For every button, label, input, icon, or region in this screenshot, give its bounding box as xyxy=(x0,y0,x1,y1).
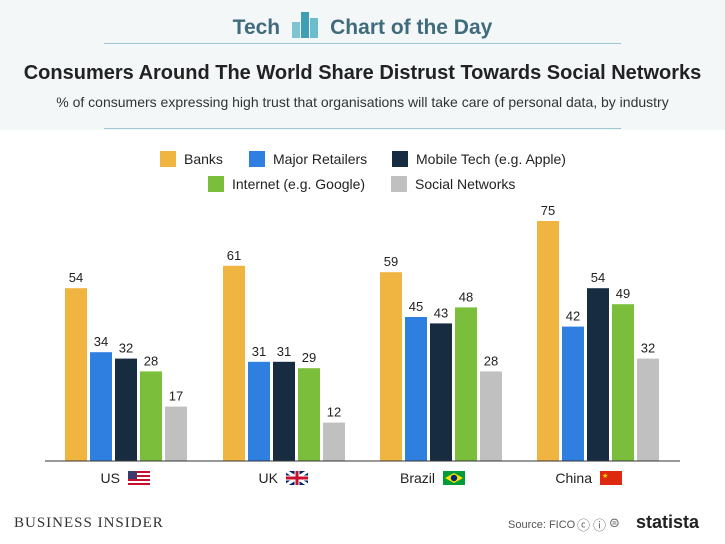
uk-flag-icon xyxy=(285,469,309,487)
category-label: US xyxy=(101,470,120,486)
legend-item-major-retailers: Major Retailers xyxy=(249,151,367,167)
bar-brazil-3 xyxy=(455,307,477,461)
chart-title: Consumers Around The World Share Distrus… xyxy=(23,62,702,84)
bar-brazil-2 xyxy=(430,323,452,461)
data-label: 45 xyxy=(409,299,423,314)
publisher-logo: BUSINESS INSIDER xyxy=(14,515,164,531)
bar-china-0 xyxy=(537,221,559,461)
legend-swatch xyxy=(160,151,176,167)
divider-bottom xyxy=(104,128,621,129)
bar-china-1 xyxy=(562,326,584,461)
category-label: UK xyxy=(259,470,279,486)
legend-label: Social Networks xyxy=(415,176,516,192)
data-label: 31 xyxy=(252,344,266,359)
bar-china-2 xyxy=(587,288,609,461)
bar-us-3 xyxy=(140,371,162,461)
data-label: 61 xyxy=(227,248,241,263)
bar-us-2 xyxy=(115,358,137,461)
category-label: Brazil xyxy=(400,470,435,486)
legend-item-internet: Internet (e.g. Google) xyxy=(208,176,365,192)
data-label: 59 xyxy=(384,254,398,269)
legend-item-mobile-tech: Mobile Tech (e.g. Apple) xyxy=(392,151,566,167)
brand-left: Tech xyxy=(232,16,281,39)
legend-item-social-networks: Social Networks xyxy=(391,176,515,192)
data-label: 48 xyxy=(459,289,473,304)
legend-swatch xyxy=(391,176,407,192)
bar-brazil-0 xyxy=(380,272,402,461)
legend-item-banks: Banks xyxy=(160,151,223,167)
data-label: 34 xyxy=(94,334,108,349)
legend-swatch xyxy=(249,151,265,167)
brand-right: Chart of the Day xyxy=(330,16,493,39)
data-label: 31 xyxy=(277,344,291,359)
bar-china-4 xyxy=(637,358,659,461)
data-label: 75 xyxy=(541,203,555,218)
data-label: 17 xyxy=(169,389,183,404)
bar-uk-2 xyxy=(273,361,295,461)
legend-label: Internet (e.g. Google) xyxy=(232,176,366,192)
by-license-icon: ⓘ xyxy=(593,518,607,533)
data-label: 28 xyxy=(144,353,158,368)
category-label: China xyxy=(555,470,592,486)
legend-swatch xyxy=(392,151,408,167)
data-label: 32 xyxy=(641,341,655,356)
brazil-flag-icon xyxy=(443,471,465,485)
bar-us-1 xyxy=(90,352,112,461)
bar-uk-0 xyxy=(223,265,245,461)
bar-uk-1 xyxy=(248,361,270,461)
cc-license-icon: ⓒ xyxy=(577,518,591,533)
header-band xyxy=(0,0,725,130)
data-label: 49 xyxy=(616,286,630,301)
chart-subtitle: % of consumers expressing high trust tha… xyxy=(56,94,669,110)
data-label: 32 xyxy=(119,341,133,356)
data-label: 29 xyxy=(302,350,316,365)
bar-china-3 xyxy=(612,304,634,461)
svg-text:★: ★ xyxy=(602,472,608,480)
bar-uk-3 xyxy=(298,368,320,461)
bar-us-0 xyxy=(65,288,87,461)
data-label: 43 xyxy=(434,305,448,320)
bar-us-4 xyxy=(165,406,187,461)
data-label: 42 xyxy=(566,309,580,324)
legend-label: Mobile Tech (e.g. Apple) xyxy=(416,151,566,167)
source-note: Source: FICO xyxy=(508,519,576,531)
legend-label: Banks xyxy=(184,151,223,167)
bar-brazil-4 xyxy=(480,371,502,461)
nd-license-icon: ⊜ xyxy=(609,515,620,530)
data-label: 54 xyxy=(69,270,83,285)
divider-top xyxy=(104,43,621,44)
data-label: 28 xyxy=(484,353,498,368)
data-label: 12 xyxy=(327,405,341,420)
bar-uk-4 xyxy=(323,422,345,461)
data-label: 54 xyxy=(591,270,605,285)
brand-banner: Tech Chart of the Day xyxy=(0,12,725,40)
us-flag-icon xyxy=(128,471,150,485)
legend-swatch xyxy=(208,176,224,192)
bar-brazil-1 xyxy=(405,317,427,461)
legend-label: Major Retailers xyxy=(273,151,368,167)
bar-chart-logo-icon xyxy=(292,12,319,38)
statista-logo: statista xyxy=(636,512,700,532)
china-flag-icon: ★ xyxy=(600,471,622,485)
